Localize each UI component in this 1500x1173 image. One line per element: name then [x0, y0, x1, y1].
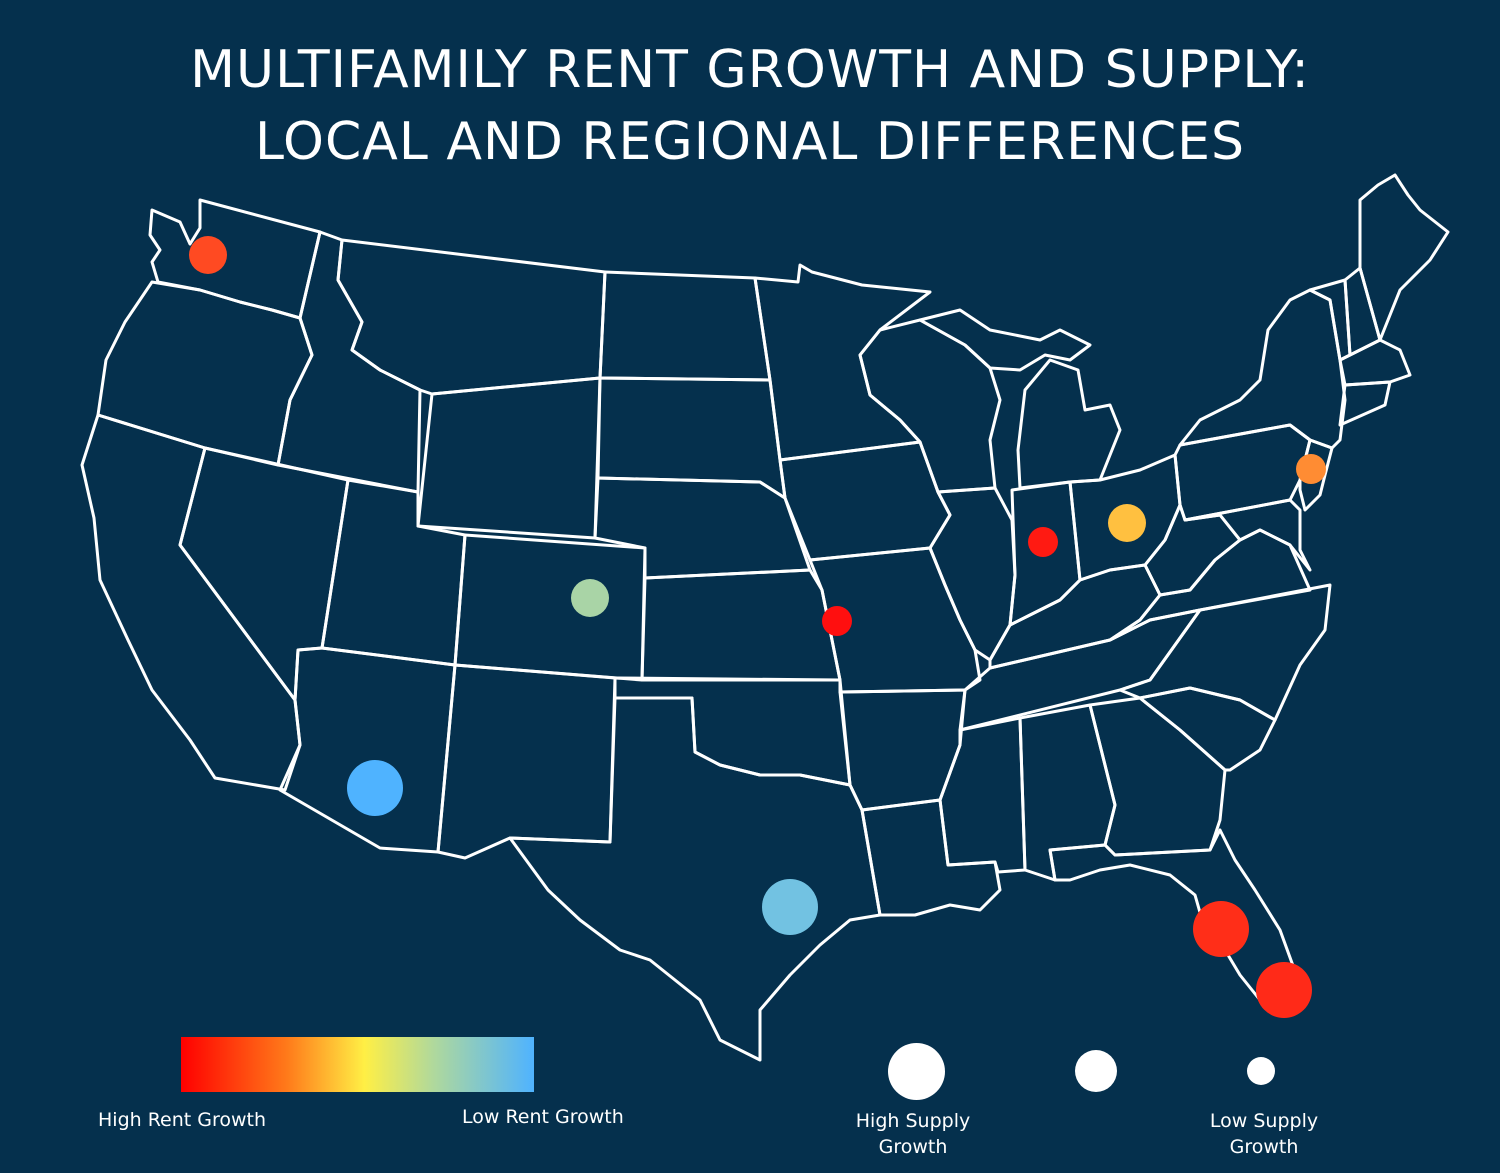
marker-ohio: [1108, 504, 1146, 542]
state-new-york: [1178, 288, 1347, 450]
map-title-line-1: MULTIFAMILY RENT GROWTH AND SUPPLY:: [190, 40, 1310, 100]
state-idaho: [276, 230, 422, 494]
state-michigan-upper: [918, 308, 1092, 372]
state-nebraska: [593, 476, 812, 580]
state-michigan: [1016, 358, 1122, 490]
marker-missouri: [822, 606, 852, 636]
state-wisconsin: [858, 318, 1002, 494]
state-north-carolina: [1118, 583, 1332, 722]
state-vermont: [1308, 278, 1352, 362]
state-new-mexico: [436, 663, 617, 860]
state-colorado: [453, 533, 647, 682]
marker-new-jersey: [1296, 454, 1326, 484]
state-maryland: [1183, 498, 1312, 572]
state-california: [80, 413, 302, 792]
state-kansas: [640, 568, 842, 682]
marker-colorado: [571, 579, 609, 617]
state-georgia: [1088, 696, 1227, 857]
state-montana: [336, 238, 607, 396]
state-pennsylvania: [1173, 423, 1312, 522]
rent-growth-color-scale: [181, 1037, 534, 1092]
state-oregon: [96, 280, 314, 467]
state-louisiana: [860, 798, 1002, 917]
supply-size-medium-dot: [1075, 1050, 1117, 1092]
map-title-line-2: LOCAL AND REGIONAL DIFFERENCES: [254, 112, 1246, 172]
state-north-dakota: [598, 270, 772, 382]
state-texas: [508, 696, 882, 1062]
state-alabama: [1018, 703, 1117, 882]
state-wyoming: [416, 376, 602, 540]
state-tennessee: [958, 608, 1202, 732]
state-mississippi: [938, 716, 1027, 874]
marker-indiana: [1028, 527, 1058, 557]
state-nevada: [178, 446, 350, 702]
low-supply-growth-label: Low Supply Growth: [1209, 1110, 1319, 1158]
supply-size-large-dot: [888, 1043, 945, 1100]
state-arizona: [278, 646, 457, 854]
high-rent-growth-label: High Rent Growth: [98, 1109, 267, 1131]
low-rent-growth-label: Low Rent Growth: [462, 1106, 624, 1128]
supply-size-small-dot: [1247, 1057, 1275, 1085]
state-connecticut: [1338, 380, 1392, 427]
marker-central-florida: [1193, 901, 1249, 957]
state-south-carolina: [1138, 686, 1277, 772]
state-outlines: [80, 173, 1450, 1062]
state-illinois: [928, 486, 1017, 662]
state-new-jersey: [1298, 438, 1334, 512]
state-arkansas: [838, 688, 967, 812]
state-maine: [1358, 173, 1450, 342]
marker-washington: [189, 236, 227, 274]
marker-south-florida: [1256, 962, 1312, 1018]
state-minnesota: [753, 263, 932, 462]
market-markers: [189, 236, 1326, 1018]
high-supply-growth-label: High Supply Growth: [855, 1110, 971, 1158]
marker-texas: [762, 879, 818, 935]
state-virginia: [1108, 528, 1312, 642]
state-utah: [320, 478, 467, 667]
marker-arizona: [347, 760, 403, 816]
state-iowa: [778, 440, 952, 562]
